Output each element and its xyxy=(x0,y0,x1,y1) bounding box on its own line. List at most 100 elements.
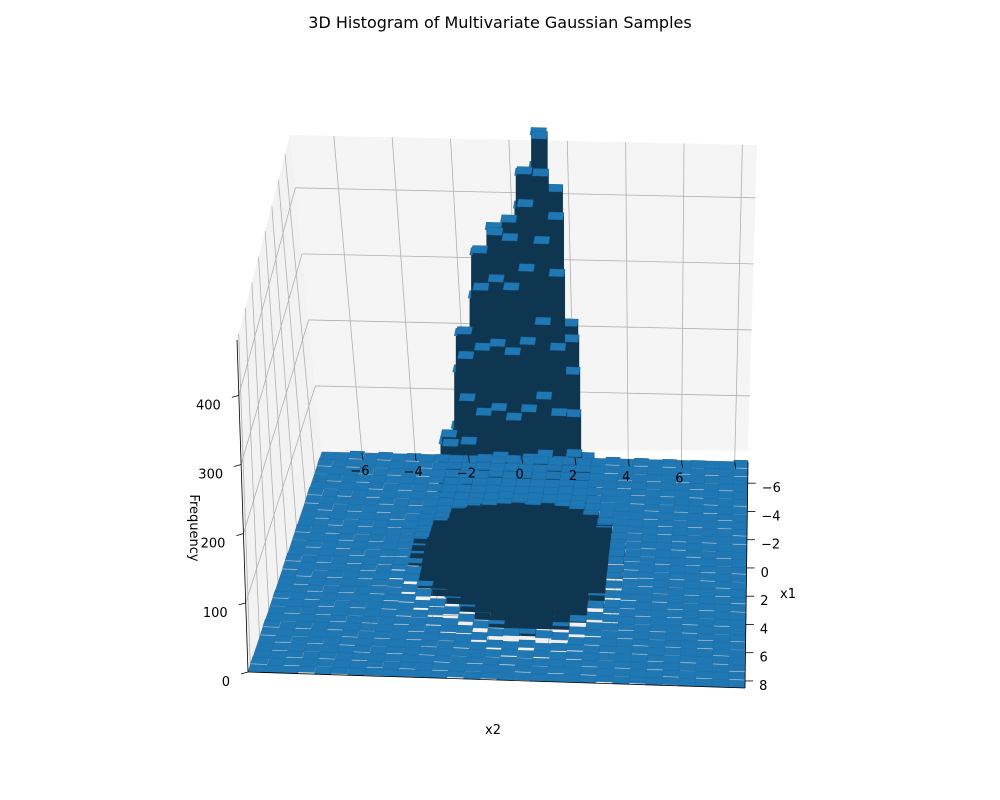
bar-top-face xyxy=(310,570,330,579)
bar-top-face xyxy=(464,663,483,672)
bar-top-face xyxy=(339,526,358,535)
bar-top-face xyxy=(289,539,308,548)
bar-top-face xyxy=(631,481,647,490)
bar-top-face xyxy=(629,669,647,678)
bar-top-face xyxy=(639,556,656,566)
bar-top-face xyxy=(500,214,518,223)
bar-top-face xyxy=(588,473,605,482)
bar-top-face xyxy=(297,517,315,526)
bar-top-face xyxy=(502,471,519,480)
bar-top-face xyxy=(344,511,362,520)
bar-top-face xyxy=(516,650,535,659)
bar-top-face xyxy=(564,659,583,668)
bar-top-face xyxy=(422,498,440,507)
bar-top-face xyxy=(326,621,346,630)
bar-top-face xyxy=(496,672,515,681)
bar-top-face xyxy=(532,168,549,177)
bar-top-face xyxy=(704,475,720,484)
bar-top-face xyxy=(349,660,368,669)
bar-top-face xyxy=(712,664,730,673)
x1-axis-ticks: −6 −4 −2 0 2 4 6 8 xyxy=(745,481,781,694)
bar-top-face xyxy=(661,467,677,476)
bar-top-face xyxy=(425,616,444,625)
bar-top-face xyxy=(714,611,731,620)
bar-top-face xyxy=(703,483,719,492)
bar-top-face xyxy=(416,654,436,664)
bar-top-face xyxy=(409,617,428,626)
bar-top-face xyxy=(731,559,747,568)
bar-top-face xyxy=(375,623,394,633)
bar-top-face xyxy=(396,668,416,678)
bar-top-face xyxy=(333,548,352,557)
bar-top-face xyxy=(650,617,667,626)
bar-top-face xyxy=(409,491,427,500)
bar-top-face xyxy=(458,393,476,402)
bar-top-face xyxy=(279,569,299,578)
bar-top-face xyxy=(702,513,718,522)
bar-top-face xyxy=(662,459,678,468)
bar-top-face xyxy=(476,453,493,462)
bar-top-face xyxy=(405,631,424,640)
bar-top-face xyxy=(402,520,420,529)
bar-top-face xyxy=(361,556,380,565)
bar-top-face xyxy=(381,542,399,551)
bar-top-face xyxy=(483,649,502,658)
bar-top-face xyxy=(293,576,312,585)
bar-top-face xyxy=(440,429,458,438)
bar-top-face xyxy=(437,497,455,506)
bar-top-face xyxy=(615,496,631,505)
bar-top-face xyxy=(646,669,664,678)
bar-top-face xyxy=(389,631,408,640)
bar-top-face xyxy=(287,643,307,652)
z-tick-mark xyxy=(240,671,249,675)
bar-top-face xyxy=(304,495,323,504)
bar-top-face xyxy=(665,617,683,626)
bar-top-face xyxy=(730,574,747,583)
bar-top-face xyxy=(681,624,699,634)
bar-top-face xyxy=(611,531,628,540)
bar-top-face xyxy=(343,467,361,476)
bar-top-face xyxy=(546,183,564,193)
bar-top-face xyxy=(372,467,390,476)
bar-top-face xyxy=(513,486,531,495)
bar-top-face xyxy=(630,661,648,670)
bar-top-face xyxy=(733,476,748,485)
bar-top-face xyxy=(442,477,460,486)
bar-top-face xyxy=(516,199,534,208)
bar-top-face xyxy=(650,609,668,618)
bar-top-face xyxy=(623,561,640,570)
bar-top-face xyxy=(343,622,362,632)
bar-top-face xyxy=(484,485,502,494)
bar-top-face xyxy=(278,620,298,630)
bar-top-face xyxy=(420,506,438,515)
bar-top-face xyxy=(447,454,465,463)
bar-top-face xyxy=(663,655,681,664)
bar-top-face xyxy=(413,476,431,485)
bar-top-face xyxy=(515,166,533,175)
bar-top-face xyxy=(712,655,730,665)
bar-top-face xyxy=(344,563,363,572)
bar-top-face xyxy=(612,676,630,685)
bar-top-face xyxy=(288,591,307,600)
bar-top-face xyxy=(316,658,336,668)
bar-top-face xyxy=(631,645,649,655)
bar-top-face xyxy=(455,625,474,634)
bar-top-face xyxy=(307,532,326,541)
bar-top-face xyxy=(732,484,748,493)
bar-top-face xyxy=(330,555,349,564)
bar-top-face xyxy=(548,659,566,668)
bar-top-face xyxy=(339,578,358,587)
bar-top-face xyxy=(683,580,701,589)
bar-top-face xyxy=(672,512,689,521)
bar-top-face xyxy=(527,492,544,501)
bar-top-face xyxy=(328,563,347,572)
bar-top-face xyxy=(643,511,659,520)
bar-top-face xyxy=(357,630,376,639)
bar-top-face xyxy=(314,510,333,519)
bar-top-face xyxy=(625,541,642,550)
bar-top-face xyxy=(662,676,680,686)
bar-top-face xyxy=(647,647,665,656)
bar-top-face xyxy=(700,558,717,567)
grid-line xyxy=(238,187,296,396)
bar-top-face xyxy=(393,498,411,507)
